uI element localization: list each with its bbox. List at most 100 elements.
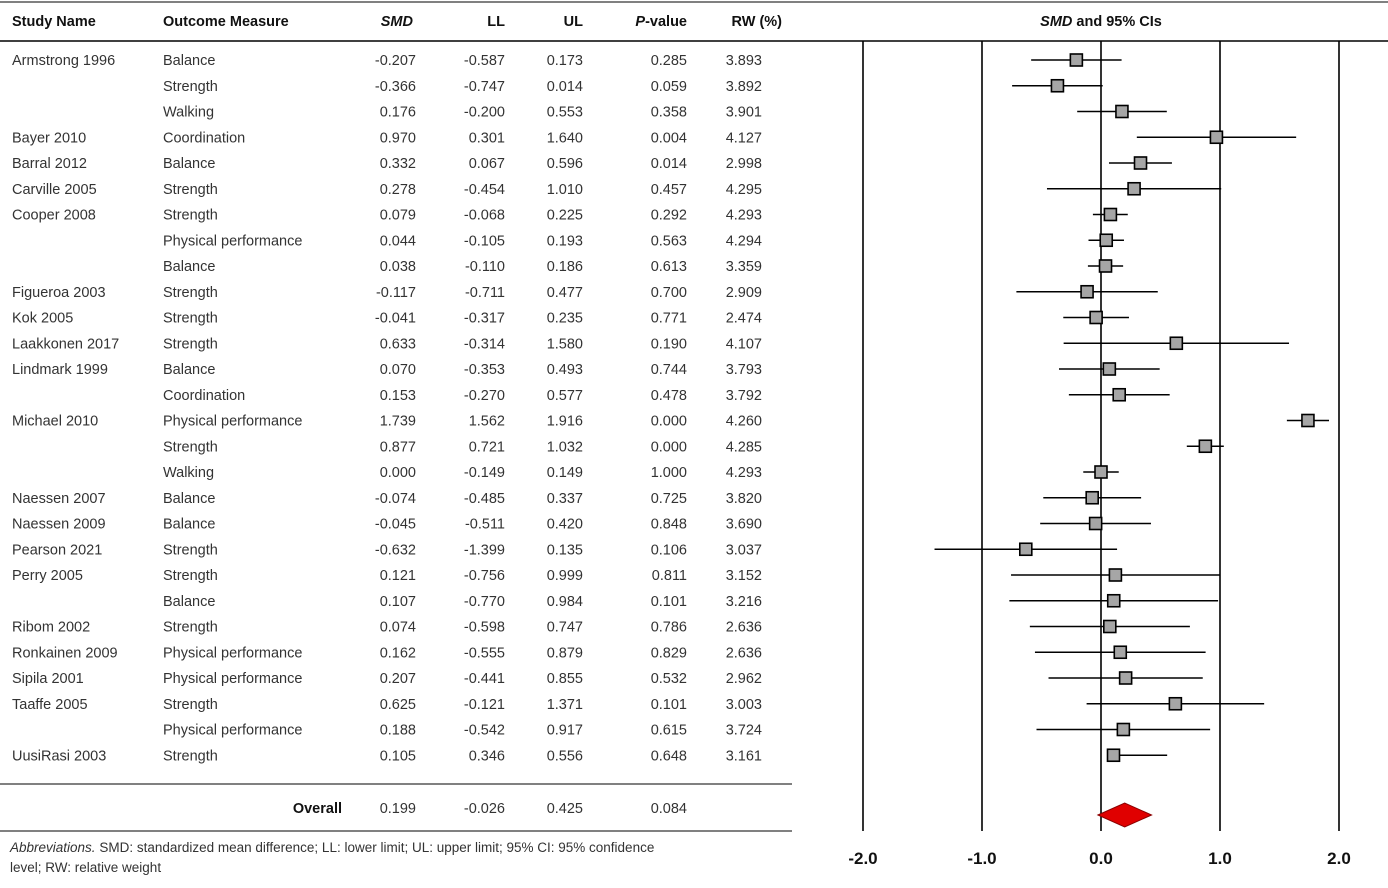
outcome-measure: Strength <box>163 697 218 713</box>
p-value: 0.190 <box>651 336 687 352</box>
smd-value: -0.366 <box>375 79 416 95</box>
rw-value: 2.636 <box>726 620 762 636</box>
point-marker <box>1301 413 1315 428</box>
outcome-measure: Strength <box>163 336 218 352</box>
rw-value: 3.893 <box>726 53 762 69</box>
overall-ll: -0.026 <box>464 801 505 817</box>
outcome-measure: Strength <box>163 568 218 584</box>
point-marker <box>1112 387 1127 402</box>
smd-value: 0.105 <box>380 748 416 764</box>
point-marker <box>1198 439 1213 454</box>
smd-value: 0.877 <box>380 439 416 455</box>
point-marker <box>1102 362 1117 376</box>
ll-value: -0.149 <box>464 465 505 481</box>
smd-value: 0.278 <box>380 182 416 198</box>
ll-value: -0.711 <box>465 285 505 301</box>
point-marker <box>1106 748 1121 763</box>
outcome-measure: Physical performance <box>163 414 302 430</box>
p-value: 0.059 <box>651 79 687 95</box>
ul-value: 1.371 <box>547 697 583 713</box>
p-value: 0.613 <box>651 259 687 275</box>
outcome-measure: Strength <box>163 285 218 301</box>
outcome-measure: Strength <box>163 542 218 558</box>
smd-value: 0.970 <box>380 130 416 146</box>
smd-value: -0.117 <box>376 285 416 301</box>
x-tick-label: -2.0 <box>848 849 877 868</box>
outcome-measure: Physical performance <box>163 233 302 249</box>
point-marker <box>1113 645 1128 660</box>
table-row: Balance 0.107 -0.770 0.984 0.101 3.216 <box>163 594 762 610</box>
ul-value: 0.553 <box>547 105 583 121</box>
ul-value: 0.149 <box>547 465 583 481</box>
table-row: Ronkainen 2009 Physical performance 0.162 -… <box>12 645 762 661</box>
study-name: UusiRasi 2003 <box>12 748 106 764</box>
study-name: Lindmark 1999 <box>12 362 108 378</box>
ll-value: -0.485 <box>464 491 505 507</box>
overall-row: Overall 0.199 -0.026 0.425 0.084 <box>293 801 687 817</box>
ll-value: 0.721 <box>469 439 505 455</box>
point-marker <box>1103 619 1117 634</box>
point-marker <box>1106 593 1121 608</box>
table-row: Barral 2012 Balance 0.332 0.067 0.596 0.014 2.… <box>12 156 762 172</box>
rw-value: 3.901 <box>726 105 762 121</box>
ul-value: 1.010 <box>547 182 583 198</box>
study-name: Barral 2012 <box>12 156 87 172</box>
ul-value: 0.420 <box>547 517 583 533</box>
rw-value: 2.962 <box>726 671 762 687</box>
study-name: Figueroa 2003 <box>12 285 106 301</box>
outcome-measure: Strength <box>163 182 218 198</box>
header-p-suffix: -value <box>645 14 687 30</box>
p-value: 0.101 <box>651 594 687 610</box>
header-plot-rest: and 95% CIs <box>1072 14 1161 30</box>
outcome-measure: Strength <box>163 439 218 455</box>
ll-value: -0.353 <box>464 362 505 378</box>
ll-value: -0.110 <box>465 259 505 275</box>
table-row: Pearson 2021 Strength -0.632 -1.399 0.135 0.1… <box>12 542 762 558</box>
table-row: Coordination 0.153 -0.270 0.577 0.478 3.792 <box>163 388 762 404</box>
header-outcome-measure: Outcome Measure <box>163 14 289 30</box>
point-marker <box>1018 542 1033 557</box>
ll-value: -0.756 <box>464 568 505 584</box>
header-smd: SMD <box>381 14 414 30</box>
rw-value: 2.474 <box>726 311 762 327</box>
header-study-name: Study Name <box>12 14 96 30</box>
footnote-abbr-label: Abbreviations. <box>10 840 96 855</box>
point-marker <box>1085 490 1099 505</box>
x-tick-label: 0.0 <box>1089 849 1113 868</box>
point-marker <box>1127 181 1141 196</box>
ul-value: 0.577 <box>547 388 583 404</box>
study-name: Carville 2005 <box>12 182 97 198</box>
rw-value: 2.636 <box>726 645 762 661</box>
outcome-measure: Physical performance <box>163 671 302 687</box>
ul-value: 0.984 <box>547 594 583 610</box>
ul-value: 0.493 <box>547 362 583 378</box>
outcome-measure: Coordination <box>163 130 245 146</box>
table-row: Walking 0.000 -0.149 0.149 1.000 4.293 <box>163 465 762 481</box>
table-row: Laakkonen 2017 Strength 0.633 -0.314 1.580 0.… <box>12 336 762 352</box>
table-row: Perry 2005 Strength 0.121 -0.756 0.999 0.811 3… <box>12 568 762 584</box>
ll-value: 0.346 <box>469 748 505 764</box>
header-rw: RW (%) <box>732 14 783 30</box>
rw-value: 2.998 <box>726 156 762 172</box>
ll-value: -1.399 <box>464 542 505 558</box>
rw-value: 3.792 <box>726 388 762 404</box>
table-row: UusiRasi 2003 Strength 0.105 0.346 0.556 0.64… <box>12 748 762 764</box>
ll-value: -0.121 <box>464 697 505 713</box>
outcome-measure: Strength <box>163 620 218 636</box>
ll-value: -0.317 <box>464 311 505 327</box>
outcome-measure: Walking <box>163 105 214 121</box>
ul-value: 0.014 <box>547 79 583 95</box>
rw-value: 4.295 <box>726 182 762 198</box>
smd-value: 0.000 <box>380 465 416 481</box>
smd-value: 0.332 <box>380 156 416 172</box>
table-row: Lindmark 1999 Balance 0.070 -0.353 0.493 0.74… <box>12 362 762 378</box>
rw-value: 4.107 <box>726 336 762 352</box>
ul-value: 0.135 <box>547 542 583 558</box>
p-value: 0.004 <box>651 130 687 146</box>
header-ul: UL <box>564 14 583 30</box>
ll-value: -0.314 <box>464 336 505 352</box>
study-name: Kok 2005 <box>12 311 73 327</box>
ll-value: 0.067 <box>469 156 505 172</box>
x-tick-label: -1.0 <box>967 849 996 868</box>
ul-value: 1.032 <box>547 439 583 455</box>
